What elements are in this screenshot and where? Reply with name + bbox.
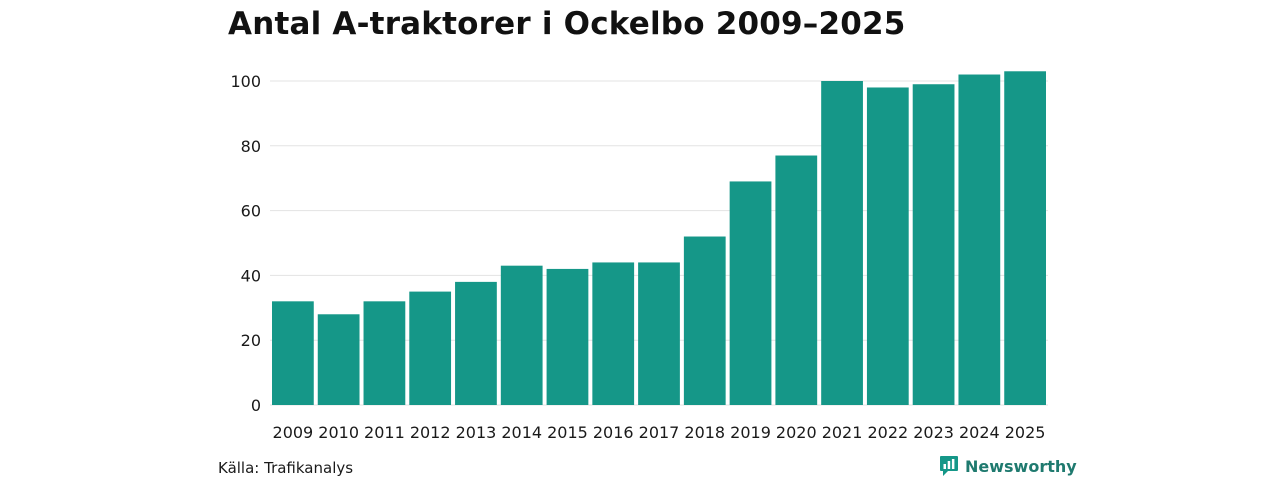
bar-2013 [455,281,497,405]
y-tick-label: 40 [241,266,261,285]
bar-2016 [592,262,635,405]
bar-2021 [821,81,863,405]
bar-2023 [912,84,955,406]
bar-2022 [866,87,909,405]
x-tick-label: 2011 [364,423,405,442]
brand: Newsworthy [939,455,1077,477]
chart-title: Antal A-traktorer i Ockelbo 2009–2025 [228,6,906,42]
x-tick-label: 2015 [547,423,588,442]
bar-2010 [317,314,360,405]
x-tick-label: 2010 [318,423,359,442]
source-note: Källa: Trafikanalys [218,459,354,477]
bar-2017 [638,262,680,405]
bar-2024 [958,74,1001,406]
brand-name: Newsworthy [965,456,1077,476]
x-tick-label: 2012 [410,423,451,442]
y-tick-label: 80 [241,137,261,156]
x-tick-label: 2014 [501,423,542,442]
bar-2009 [272,301,314,405]
y-axis-ticks: 0 20 40 60 80 100 [230,72,261,415]
x-tick-label: 2023 [913,423,954,442]
bar-2014 [500,265,543,405]
y-tick-label: 20 [241,331,261,350]
bar-2012 [409,291,452,405]
y-tick-label: 100 [230,72,261,91]
x-tick-label: 2013 [456,423,497,442]
x-tick-label: 2021 [822,423,863,442]
x-tick-label: 2022 [867,423,908,442]
bar-2019 [729,181,772,405]
x-tick-label: 2024 [959,423,1000,442]
y-tick-label: 0 [251,396,261,415]
bar-2015 [546,268,589,405]
x-tick-label: 2016 [593,423,634,442]
x-axis-ticks: 2009 2010 2011 2012 2013 2014 2015 2016 2017 2018… [273,423,1046,442]
bar-2020 [775,155,818,405]
x-tick-label: 2017 [639,423,680,442]
y-tick-label: 60 [241,202,261,221]
x-tick-label: 2018 [684,423,725,442]
bar-2018 [683,236,726,405]
bar-2011 [363,301,406,405]
bar-2025 [1004,71,1046,405]
x-tick-label: 2020 [776,423,817,442]
x-tick-label: 2009 [273,423,314,442]
x-tick-label: 2019 [730,423,771,442]
bars [272,71,1046,406]
x-tick-label: 2025 [1005,423,1046,442]
newsworthy-logo-icon [940,456,958,476]
